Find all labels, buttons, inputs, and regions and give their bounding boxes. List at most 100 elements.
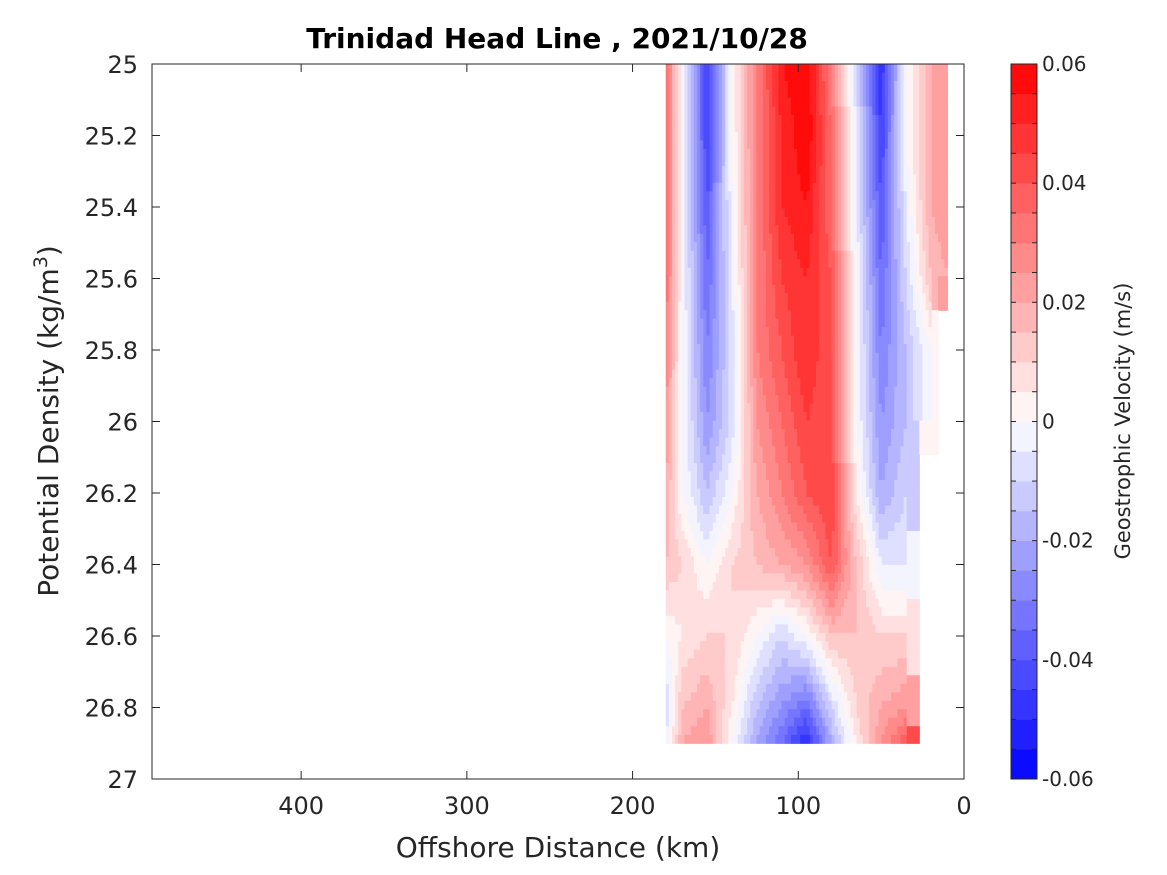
field-cell (765, 437, 770, 447)
field-cell (822, 284, 826, 294)
field-cell (884, 454, 889, 464)
field-cell (913, 114, 917, 125)
field-cell (931, 64, 936, 74)
field-cell (750, 471, 754, 481)
field-cell (891, 64, 895, 74)
field-cell (913, 301, 917, 311)
field-cell (881, 386, 886, 396)
field-cell (756, 216, 761, 226)
field-cell (706, 522, 711, 532)
field-cell (884, 318, 889, 328)
field-cell (909, 89, 914, 99)
field-cell (715, 259, 720, 269)
field-cell (931, 123, 936, 133)
field-cell (737, 378, 742, 388)
field-cell (822, 403, 826, 413)
field-cell (725, 403, 729, 413)
field-cell (881, 64, 886, 74)
field-cell (884, 514, 889, 524)
field-cell (703, 395, 708, 405)
field-cell (834, 97, 839, 108)
field-cell (790, 429, 795, 439)
field-cell (684, 114, 689, 125)
field-cell (728, 301, 733, 311)
field-cell (881, 335, 886, 345)
field-cell (731, 165, 736, 175)
field-cell (844, 386, 848, 396)
field-cell (687, 522, 692, 532)
field-cell (869, 284, 873, 294)
field-cell (894, 157, 898, 167)
field-cell (894, 378, 898, 388)
field-cell (916, 191, 920, 201)
field-cell (797, 488, 801, 498)
field-cell (765, 310, 770, 320)
field-cell (913, 454, 917, 464)
field-cell (847, 530, 851, 541)
field-cell (884, 259, 889, 269)
field-cell (709, 174, 714, 184)
field-cell (765, 497, 770, 507)
field-cell (665, 310, 670, 320)
field-cell (887, 480, 892, 490)
field-cell (740, 89, 745, 99)
field-cell (831, 463, 836, 473)
field-cell (762, 225, 767, 235)
field-cell (853, 361, 858, 371)
field-cell (687, 378, 692, 388)
field-cell (853, 378, 858, 388)
field-cell (834, 182, 839, 192)
field-cell (794, 318, 798, 328)
field-cell (881, 480, 886, 490)
field-cell (665, 140, 670, 150)
field-cell (913, 539, 917, 549)
field-cell (853, 318, 858, 328)
field-cell (819, 89, 823, 99)
field-cell (878, 437, 883, 447)
field-cell (671, 242, 676, 252)
field-cell (725, 420, 729, 430)
field-cell (919, 259, 923, 269)
field-cell (794, 352, 798, 362)
field-cell (806, 361, 811, 371)
field-cell (819, 259, 823, 269)
field-cell (866, 403, 870, 413)
field-cell (718, 123, 723, 133)
field-cell (859, 386, 864, 396)
field-cell (922, 446, 927, 456)
field-cell (938, 242, 942, 252)
field-cell (894, 318, 898, 328)
field-cell (903, 89, 908, 99)
field-cell (869, 454, 873, 464)
field-cell (790, 123, 795, 133)
field-cell (900, 446, 905, 456)
field-cell (794, 429, 798, 439)
field-cell (703, 182, 708, 192)
field-cell (709, 89, 714, 99)
field-cell (931, 174, 936, 184)
field-cell (859, 488, 864, 498)
field-cell (815, 72, 820, 82)
field-cell (762, 344, 767, 354)
field-cell (906, 352, 911, 362)
field-cell (859, 335, 864, 345)
field-cell (784, 361, 789, 371)
field-cell (828, 352, 833, 362)
field-cell (709, 225, 714, 235)
field-cell (769, 72, 773, 82)
field-cell (862, 395, 867, 405)
field-cell (809, 301, 814, 311)
field-cell (872, 301, 877, 311)
field-cell (815, 97, 820, 108)
field-cell (728, 539, 733, 549)
field-cell (693, 361, 698, 371)
field-cell (913, 369, 917, 379)
field-cell (794, 259, 798, 269)
field-cell (831, 514, 836, 524)
field-cell (891, 259, 895, 269)
field-cell (897, 242, 902, 252)
field-cell (831, 471, 836, 481)
field-cell (697, 182, 701, 192)
field-cell (687, 480, 692, 490)
field-cell (809, 208, 814, 218)
